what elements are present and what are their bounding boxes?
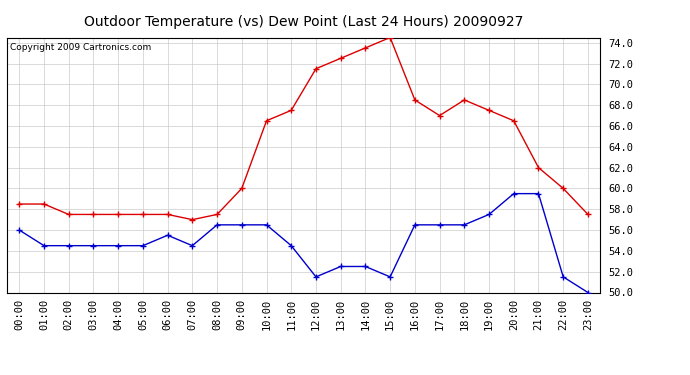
Text: Copyright 2009 Cartronics.com: Copyright 2009 Cartronics.com	[10, 43, 151, 52]
Text: Outdoor Temperature (vs) Dew Point (Last 24 Hours) 20090927: Outdoor Temperature (vs) Dew Point (Last…	[84, 15, 523, 29]
